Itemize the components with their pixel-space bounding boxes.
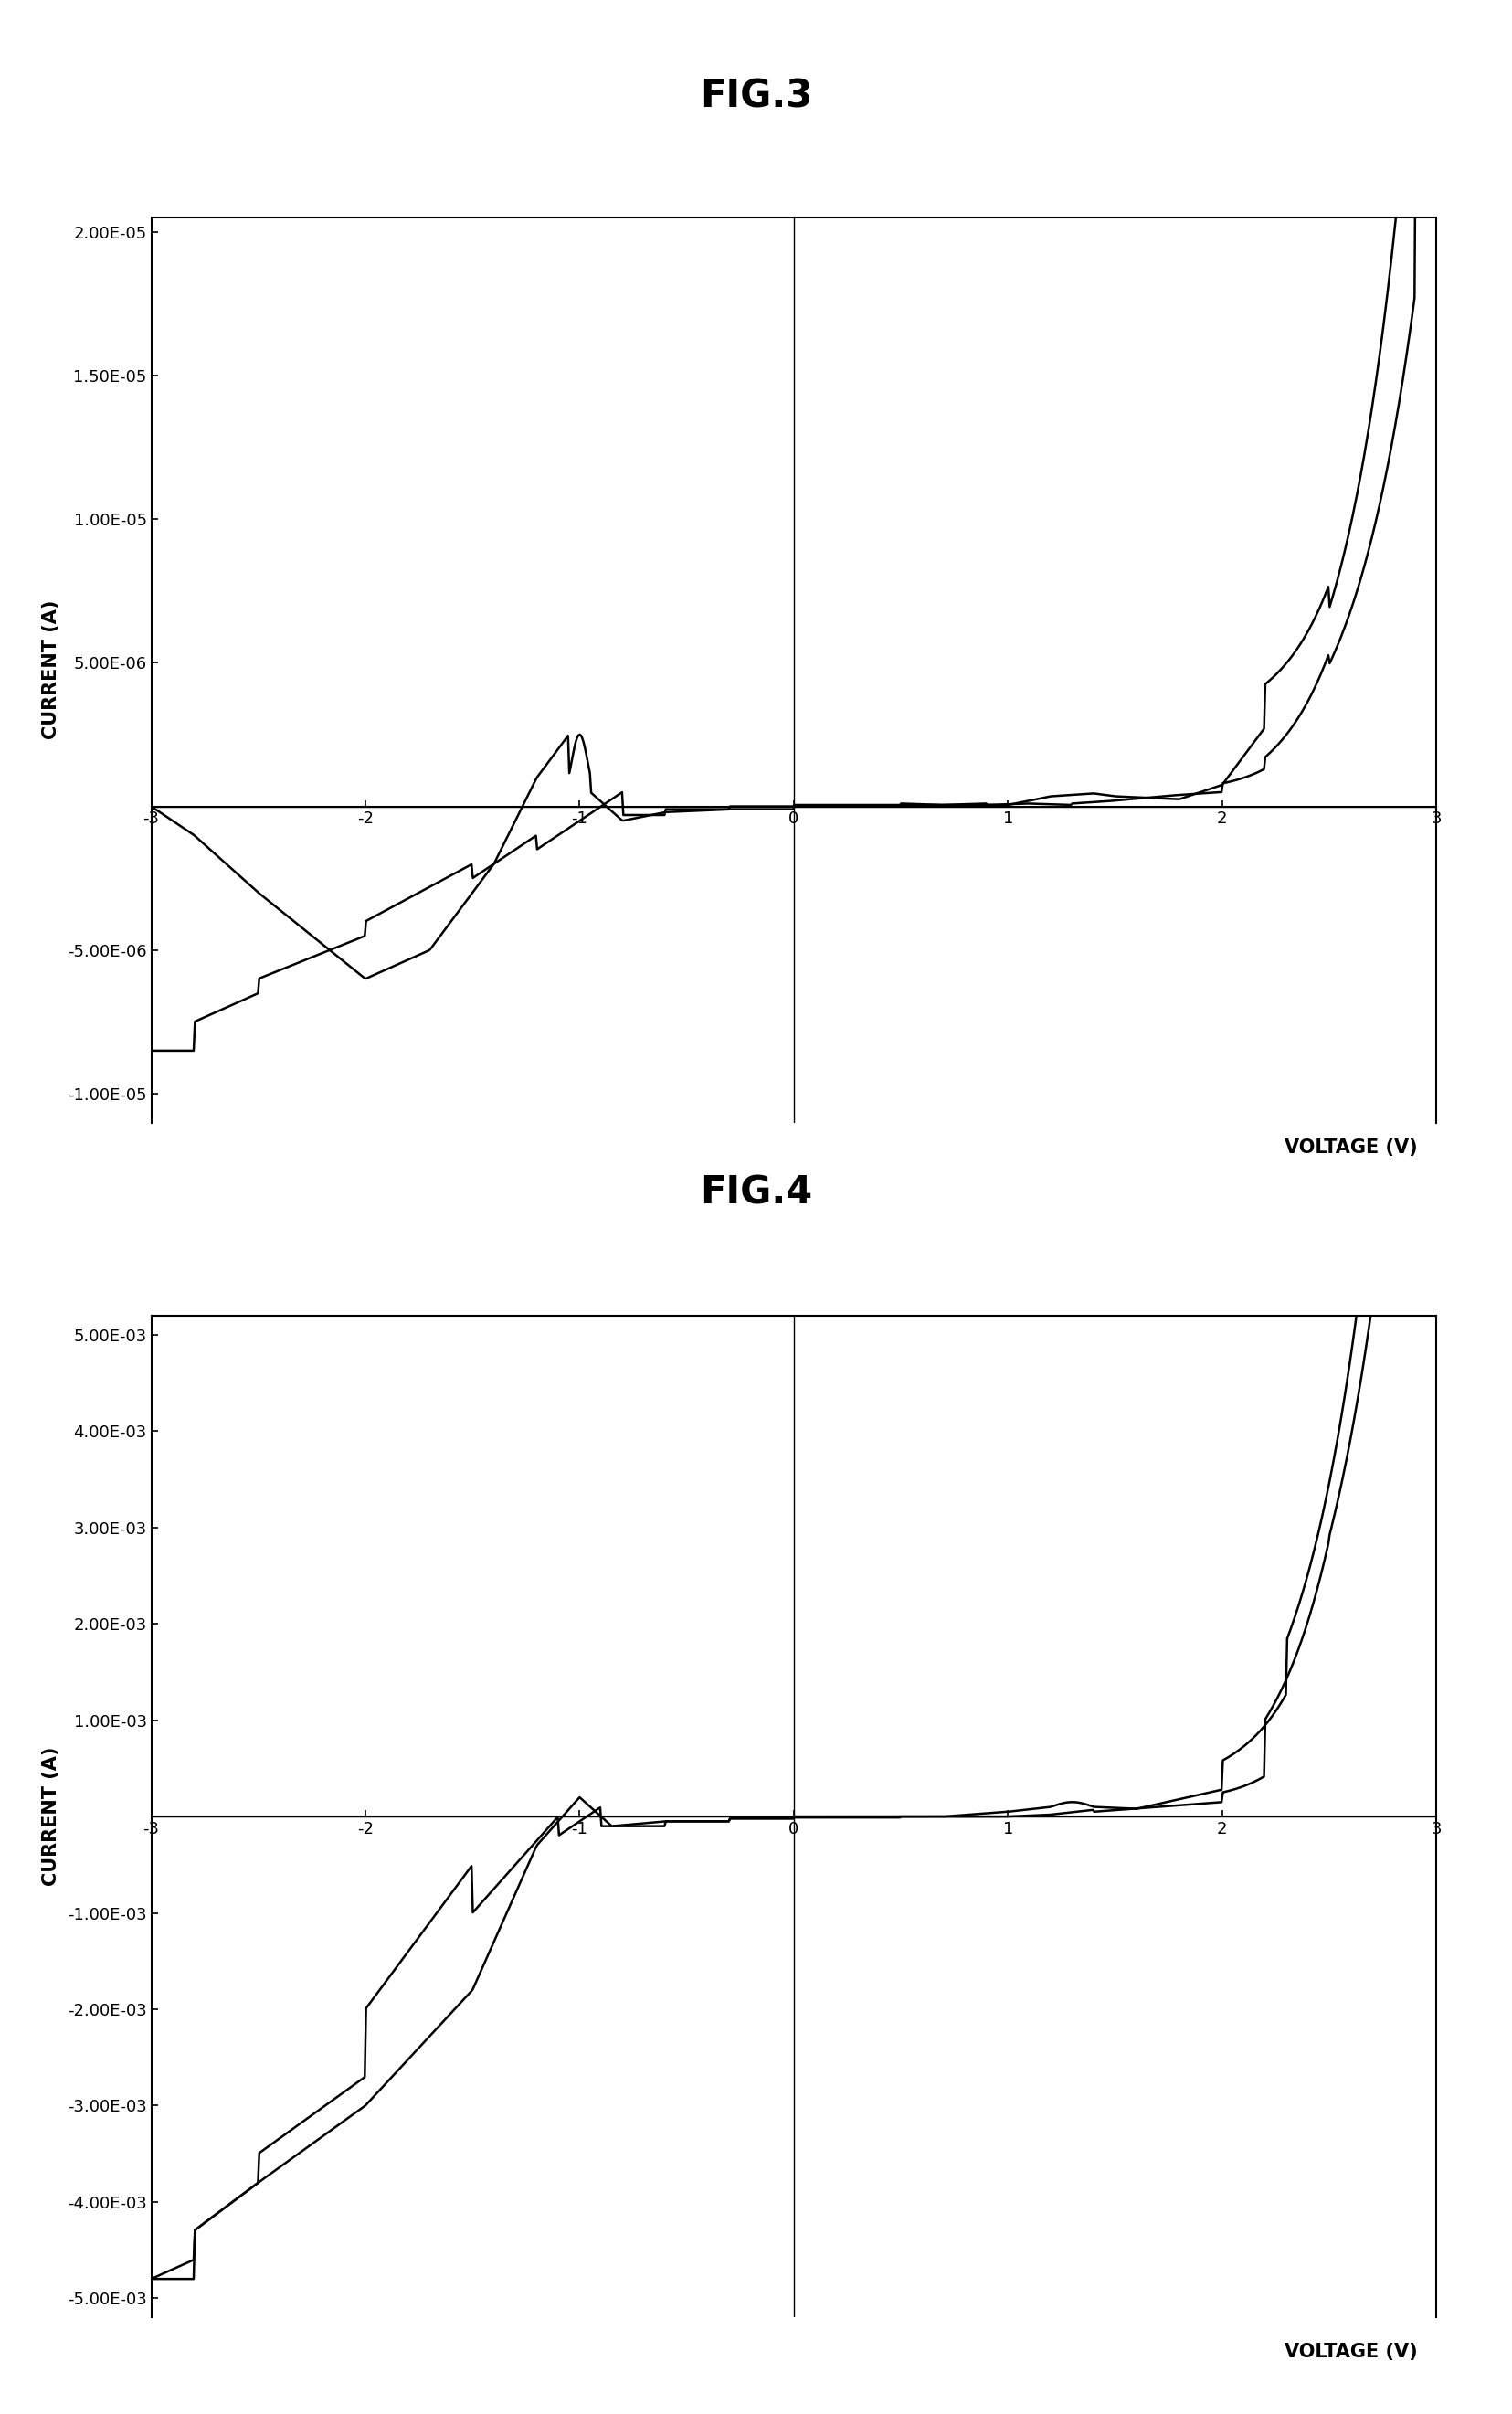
Text: FIG.4: FIG.4 [700, 1173, 812, 1212]
Text: VOLTAGE (V): VOLTAGE (V) [1284, 1139, 1417, 1156]
Y-axis label: CURRENT (A): CURRENT (A) [42, 601, 60, 739]
Y-axis label: CURRENT (A): CURRENT (A) [42, 1748, 60, 1885]
Text: VOLTAGE (V): VOLTAGE (V) [1284, 2342, 1417, 2361]
Text: FIG.3: FIG.3 [700, 77, 812, 116]
